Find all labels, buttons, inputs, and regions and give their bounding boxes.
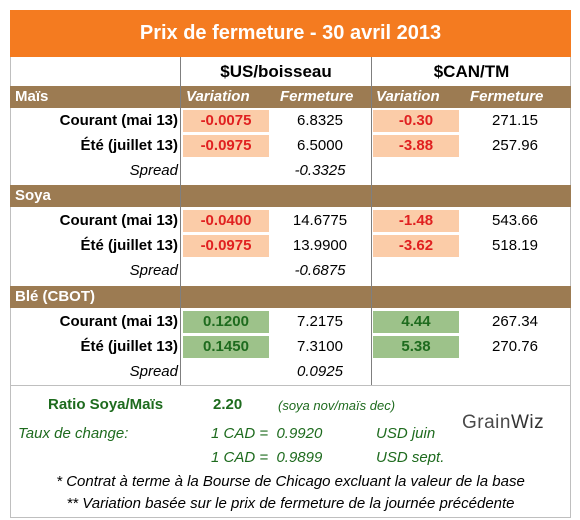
section-soya: Soya [10,185,571,207]
usd-close-cell: 14.6775 [292,212,348,229]
cad-close-cell: 271.15 [492,112,538,129]
exchange-unit-sept: USD sept. [376,449,445,466]
exchange-unit-june: USD juin [376,425,436,442]
page-title: Prix de fermeture - 30 avril 2013 [10,10,571,57]
row-label: Été (juillet 13) [80,338,178,355]
exchange-rate-sept: 1 CAD = 0.9899 [211,449,323,466]
logo-text-grain: Grain [462,412,511,433]
section-ble: Blé (CBOT) [10,286,571,308]
cad-close-cell: 270.76 [492,338,538,355]
cad-variation-cell: -3.88 [373,135,459,157]
usd-variation-cell: -0.0975 [183,235,269,257]
usd-close-cell: 13.9900 [292,237,348,254]
cad-close-cell: 267.34 [492,313,538,330]
spread-value: -0.6875 [294,262,346,279]
cad-header: $CAN/TM [433,62,510,81]
footnote-2: ** Variation basée sur le prix de fermet… [66,495,515,512]
usd-fermeture-header: Fermeture [280,88,354,105]
usd-close-cell: 7.3100 [297,338,343,355]
spread-label: Spread [129,162,178,179]
spread-label: Spread [129,363,178,380]
cad-close-cell: 518.19 [492,237,538,254]
cad-variation-cell: -1.48 [373,210,459,232]
usd-variation-cell: 0.1450 [183,336,269,358]
usd-close-cell: 6.8325 [297,112,343,129]
cad-variation-cell: -3.62 [373,235,459,257]
usd-variation-header: Variation [186,88,250,105]
row-label: Été (juillet 13) [80,137,178,154]
column-divider [371,57,372,386]
cad-close-cell: 543.66 [492,212,538,229]
section-label-mais: Maïs [15,88,49,105]
spread-value: 0.0925 [297,363,343,380]
logo-text-wiz: Wiz [510,412,545,433]
row-label: Été (juillet 13) [80,237,178,254]
usd-variation-cell: -0.0400 [183,210,269,232]
row-label: Courant (mai 13) [59,212,178,229]
usd-close-cell: 7.2175 [297,313,343,330]
cad-variation-cell: 5.38 [373,336,459,358]
ratio-value: 2.20 [213,396,243,413]
section-mais: Maïs Variation Fermeture Variation Ferme… [10,86,571,108]
exchange-rate-june: 1 CAD = 0.9920 [211,425,323,442]
cad-fermeture-header: Fermeture [470,88,544,105]
cad-variation-header: Variation [376,88,440,105]
usd-header: $US/boisseau [220,62,332,81]
table-bottom-border [10,385,571,386]
usd-variation-cell: -0.0975 [183,135,269,157]
section-label-ble: Blé (CBOT) [15,288,95,305]
usd-close-cell: 6.5000 [297,137,343,154]
exchange-label: Taux de change: [18,425,129,442]
footnote-1: * Contrat à terme à la Bourse de Chicago… [56,473,525,490]
row-label: Courant (mai 13) [59,112,178,129]
cad-variation-cell: -0.30 [373,110,459,132]
usd-variation-cell: -0.0075 [183,110,269,132]
ratio-label: Ratio Soya/Maïs [48,396,164,413]
grainwiz-logo: GrainWiz [462,412,544,434]
row-label: Courant (mai 13) [59,313,178,330]
spread-label: Spread [129,262,178,279]
usd-variation-cell: 0.1200 [183,311,269,333]
section-label-soya: Soya [15,187,51,204]
ratio-note: (soya nov/maïs dec) [278,398,396,413]
column-divider [180,57,181,386]
spread-value: -0.3325 [294,162,346,179]
cad-variation-cell: 4.44 [373,311,459,333]
cad-close-cell: 257.96 [492,137,538,154]
